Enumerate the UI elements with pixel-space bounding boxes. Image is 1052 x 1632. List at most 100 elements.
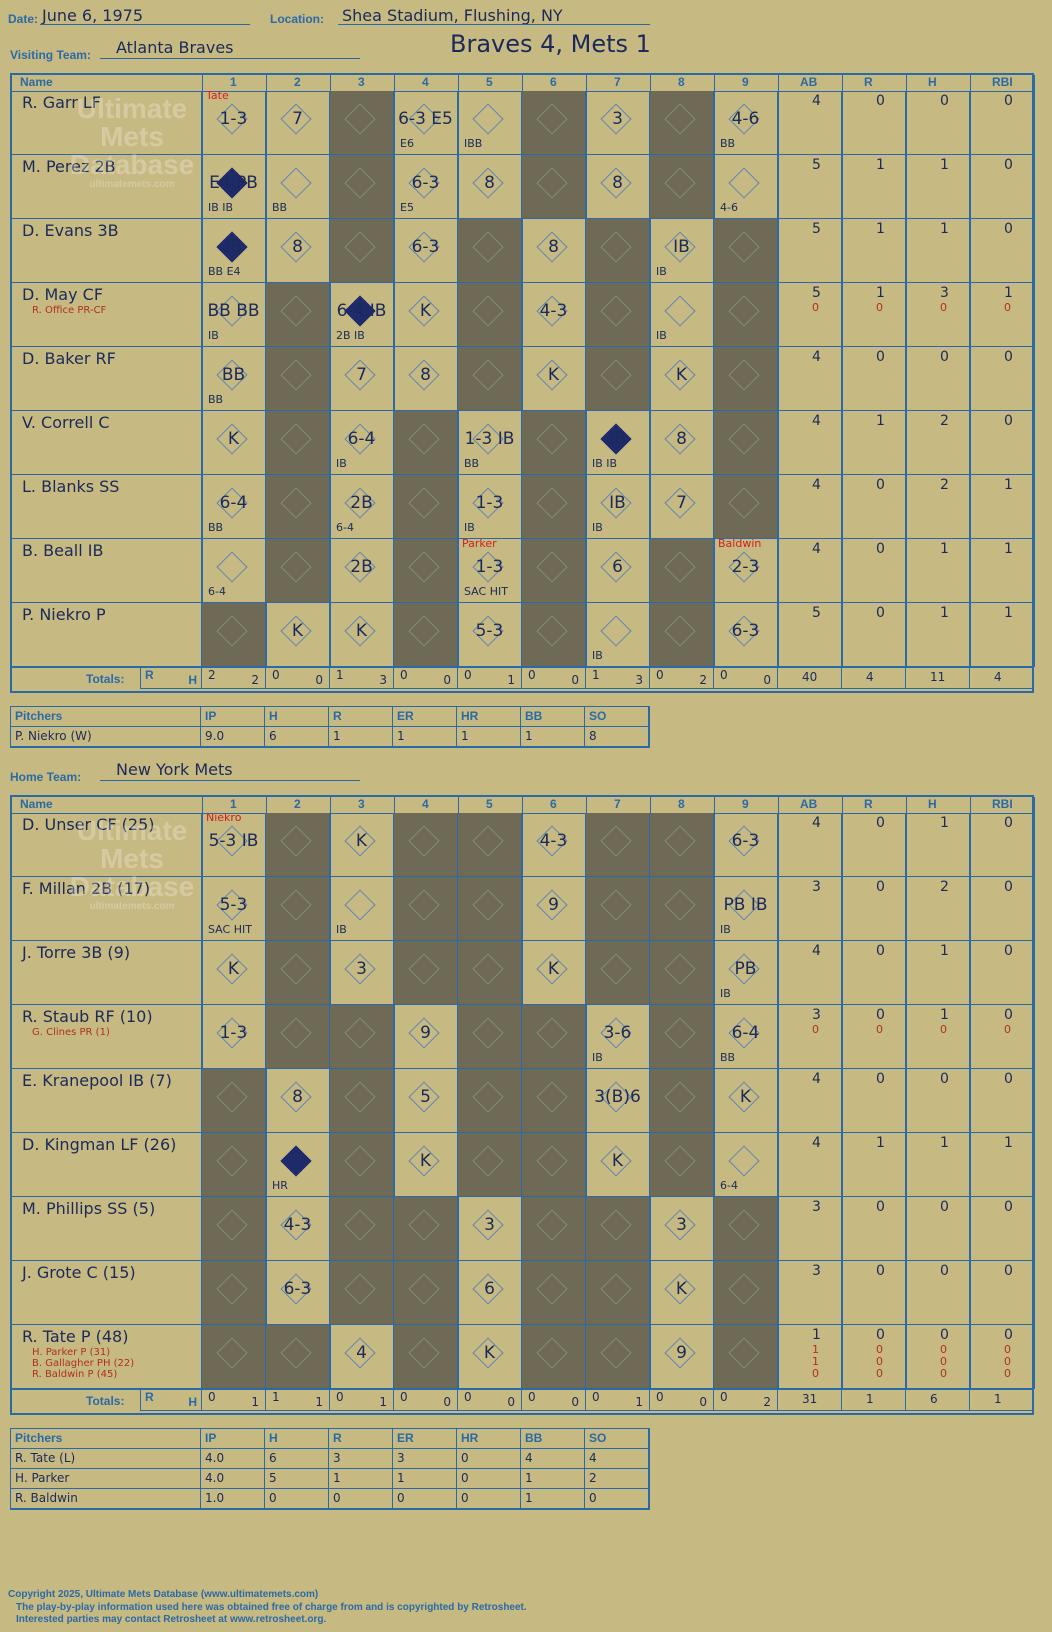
pitcher-change-note: Parker (462, 537, 497, 550)
play-result: 2B (350, 557, 373, 577)
player-row: D. May CF R. Office PR-CF (12, 283, 202, 347)
watermark-text: Database (69, 149, 195, 180)
substitute-name: R. Baldwin P (45) (32, 1369, 118, 1380)
stat-cell: 5 (778, 219, 842, 283)
base-diamond (664, 551, 696, 583)
base-diamond (280, 295, 312, 327)
base-diamond (472, 359, 504, 391)
inning-cell (522, 1325, 586, 1389)
stat-cell: 4 (778, 347, 842, 411)
inning-runs: 0 (720, 1390, 728, 1404)
player-name: J. Grote C (15) (22, 1263, 136, 1282)
col-rule (266, 797, 267, 1389)
pitching-cell: 1 (329, 1469, 393, 1489)
col-header-inning: 2 (294, 75, 301, 89)
stat-ab: 4 (812, 93, 821, 109)
inning-cell: IB BB E4 (202, 219, 266, 283)
inning-cell (586, 347, 650, 411)
stat-cell: 1 (906, 603, 970, 667)
play-result: 5-3 (219, 895, 248, 915)
inning-cell: K (522, 347, 586, 411)
play-result: K (675, 1279, 688, 1299)
inning-cell (458, 941, 522, 1005)
base-diamond (280, 1337, 312, 1369)
pitching-cell: 0 (457, 1449, 521, 1469)
stat-cell: 0 (906, 91, 970, 155)
play-detail: IB (720, 923, 731, 936)
play-result: 8 (292, 237, 303, 257)
base-diamond (408, 825, 440, 857)
stat-total-value: 40 (802, 670, 818, 684)
col-rule (842, 797, 843, 1389)
play-result: 8 (484, 173, 495, 193)
play-result: 6-4 (731, 1023, 760, 1043)
inning-cell (266, 347, 330, 411)
inning-cell: 7 (266, 91, 330, 155)
inning-runs: 0 (464, 1390, 472, 1404)
substitute-name: G. Clines PR (1) (32, 1027, 110, 1038)
inning-cell: 6-3 (714, 813, 778, 877)
play-result: PB (734, 959, 757, 979)
stat-rbi: 0 (1004, 157, 1013, 173)
col-header-inning: 8 (678, 797, 685, 811)
inning-cell (458, 283, 522, 347)
stat-h: 0 (940, 1367, 947, 1380)
base-diamond (536, 1145, 568, 1177)
player-name: D. Kingman LF (26) (22, 1135, 177, 1154)
player-row: D. Evans 3B (12, 219, 202, 283)
inning-cell: 8 (586, 155, 650, 219)
stat-h: 3 (940, 285, 949, 301)
play-result: K (227, 959, 240, 979)
inning-runs: 0 (464, 668, 472, 682)
col-rule (970, 75, 971, 667)
play-result: K (739, 1087, 752, 1107)
inning-cell: BB (266, 155, 330, 219)
pitching-header: IP (201, 707, 265, 727)
player-name: J. Torre 3B (9) (22, 943, 131, 962)
stat-ab: 4 (812, 349, 821, 365)
col-header-inning: 4 (422, 75, 429, 89)
pitching-cell: 6 (265, 727, 329, 747)
inning-cell: 6 (458, 1261, 522, 1325)
base-diamond (728, 231, 760, 263)
play-result: K (611, 1151, 624, 1171)
col-header-stat: RBI (992, 797, 1013, 811)
totals-label: Totals: (86, 1394, 125, 1408)
base-diamond (536, 423, 568, 455)
base-diamond (280, 487, 312, 519)
stat-r: 0 (876, 541, 885, 557)
rh-legend-r: R (145, 1390, 154, 1404)
base-diamond (408, 953, 440, 985)
base-diamond (472, 1145, 504, 1177)
col-header-inning: 6 (550, 75, 557, 89)
inning-cell (522, 155, 586, 219)
player-name: D. May CF (22, 285, 104, 304)
base-diamond (728, 359, 760, 391)
stat-r: 0 (876, 349, 885, 365)
watermark-logo: Ultimate Mets Database ultimatemets.com (62, 95, 202, 225)
stat-ab: 3 (812, 879, 821, 895)
inning-cell: 5 (394, 1069, 458, 1133)
stat-h: 0 (940, 301, 947, 314)
play-detail: IB (208, 329, 219, 342)
base-diamond (664, 1017, 696, 1049)
base-diamond (216, 1081, 248, 1113)
footer-retrosheet: The play-by-play information used here w… (16, 1602, 527, 1613)
stat-cell: 0 (842, 347, 906, 411)
base-diamond (280, 1017, 312, 1049)
inning-hits: 1 (251, 1395, 259, 1409)
inning-cell: K (330, 603, 394, 667)
player-name: B. Beall IB (22, 541, 104, 560)
play-result: IB (609, 493, 626, 513)
stat-cell: 5 (778, 155, 842, 219)
base-diamond (600, 1209, 632, 1241)
stat-cell: 0 (970, 347, 1034, 411)
player-row: E. Kranepool IB (7) (12, 1069, 202, 1133)
base-diamond (664, 1145, 696, 1177)
stat-cell: 1 (970, 603, 1034, 667)
